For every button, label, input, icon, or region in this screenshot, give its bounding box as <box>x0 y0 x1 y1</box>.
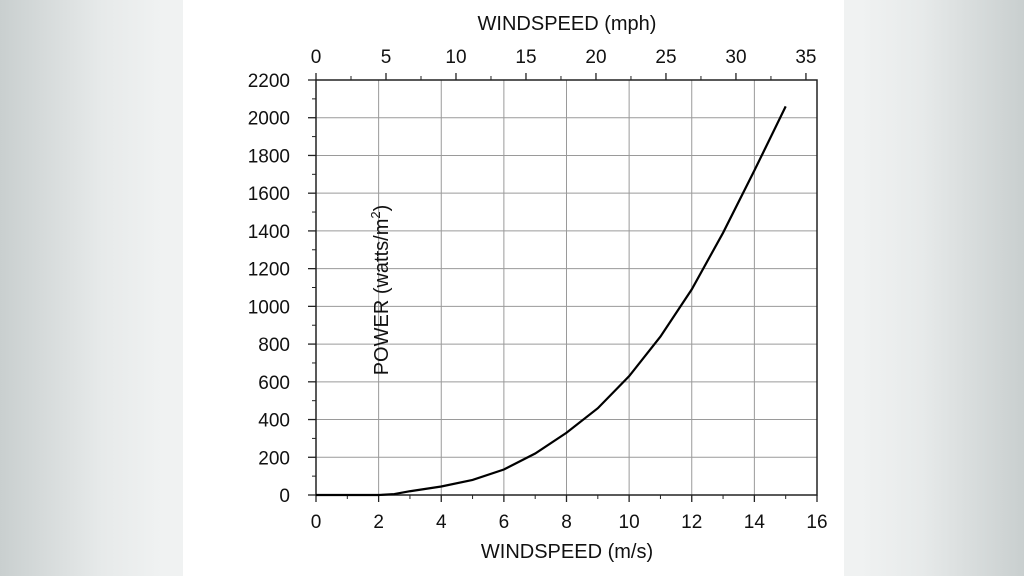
x2-tick-label: 35 <box>795 47 816 68</box>
y-tick-label: 2200 <box>248 71 290 92</box>
y-axis-title-sup: 2 <box>368 211 383 218</box>
x-tick-label: 6 <box>499 512 510 533</box>
y-axis-title-main: POWER (watts/m <box>371 219 393 376</box>
x-axis-title: WINDSPEED (m/s) <box>481 541 653 563</box>
x-tick-label: 0 <box>311 512 322 533</box>
x-tick-label: 12 <box>681 512 702 533</box>
x2-tick-label: 5 <box>381 47 392 68</box>
plot-frame <box>315 79 818 496</box>
y-tick-label: 0 <box>279 486 290 507</box>
x-tick-label: 14 <box>744 512 766 533</box>
x-tick-label: 2 <box>373 512 384 533</box>
y-tick-labels: 0 200 400 600 800 1000 1200 1400 1600 1800 2000 220… <box>248 71 290 507</box>
y-tick-label: 1400 <box>248 222 290 243</box>
x-tick-label: 10 <box>619 512 640 533</box>
x-tick-labels: 0 2 4 6 8 10 12 14 16 <box>311 512 828 533</box>
minor-ticks <box>312 73 807 499</box>
power-curve-line <box>316 105 787 497</box>
y-tick-label: 1000 <box>248 297 290 318</box>
x2-tick-label: 30 <box>725 47 746 68</box>
y-tick-label: 400 <box>258 411 290 432</box>
y-axis-title: POWER (watts/m2) <box>368 205 393 376</box>
slide: 0 200 400 600 800 1000 1200 1400 1600 1800 2000 220… <box>183 0 844 576</box>
y-tick-label: 200 <box>258 448 290 469</box>
x-tick-label: 4 <box>436 512 447 533</box>
y-axis-title-end: ) <box>371 205 393 212</box>
x2-tick-label: 0 <box>311 47 322 68</box>
power-curve-chart: 0200400600800100012001400160018002000220… <box>248 13 828 563</box>
y-tick-label: 600 <box>258 373 290 394</box>
x-tick-label: 8 <box>561 512 572 533</box>
y-tick-label: 800 <box>258 335 290 356</box>
x2-tick-label: 10 <box>445 47 466 68</box>
y-tick-label: 2000 <box>248 109 290 130</box>
x-tick-label: 16 <box>806 512 827 533</box>
x2-axis-title: WINDSPEED (mph) <box>478 13 657 35</box>
x2-tick-labels: 0 5 10 15 20 25 30 35 <box>311 47 817 68</box>
y-tick-label: 1600 <box>248 184 290 205</box>
y-tick-label: 1200 <box>248 260 290 281</box>
x2-tick-label: 25 <box>655 47 676 68</box>
x2-tick-label: 20 <box>585 47 606 68</box>
x2-tick-label: 15 <box>515 47 536 68</box>
y-tick-label: 1800 <box>248 146 290 167</box>
